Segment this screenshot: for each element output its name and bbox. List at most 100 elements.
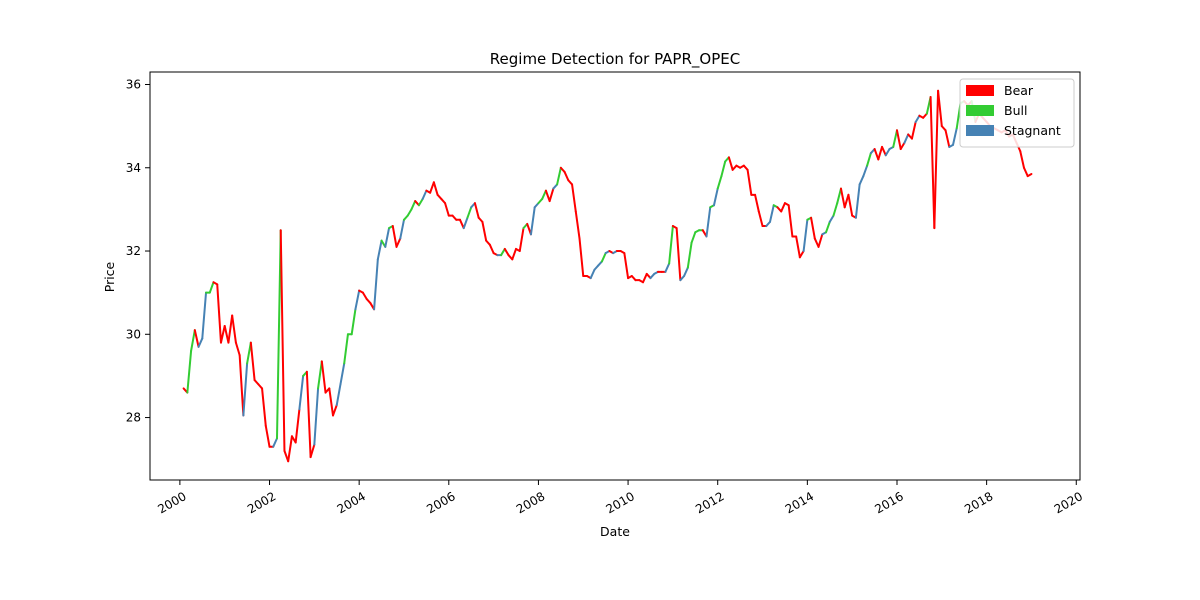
segment-bear xyxy=(881,145,887,157)
segment-bear xyxy=(332,404,338,417)
legend-swatch-stagnant xyxy=(966,125,994,136)
segment-stagnant xyxy=(884,148,891,157)
segment-stagnant xyxy=(421,189,428,200)
segment-bear xyxy=(548,187,555,203)
segment-bear xyxy=(727,156,734,171)
segment-bear xyxy=(847,193,854,217)
segment-stagnant xyxy=(705,206,712,238)
segment-bear xyxy=(320,360,327,394)
segment-bull xyxy=(556,166,562,186)
segment-bull xyxy=(668,225,674,265)
segment-bear xyxy=(578,237,585,277)
segment-bear xyxy=(216,283,222,344)
segment-stagnant xyxy=(376,239,383,261)
segment-stagnant xyxy=(914,114,921,123)
segment-stagnant xyxy=(952,127,958,146)
segment-stagnant xyxy=(313,387,320,446)
segment-bear xyxy=(395,237,402,248)
segment-bear xyxy=(746,168,753,196)
segment-bear xyxy=(261,387,267,427)
segment-bear xyxy=(544,189,551,203)
y-tick-label: 30 xyxy=(126,327,141,341)
segment-bear xyxy=(895,129,902,151)
segment-stagnant xyxy=(384,227,391,248)
segment-bear xyxy=(309,443,316,459)
segment-bear xyxy=(798,250,805,259)
segment-bull xyxy=(186,349,193,394)
segment-bear xyxy=(642,272,648,284)
segment-stagnant xyxy=(197,337,204,348)
segment-bear xyxy=(238,354,245,417)
segment-stagnant xyxy=(354,289,361,311)
segment-bull xyxy=(500,247,506,257)
segment-bull xyxy=(410,200,417,211)
segment-stagnant xyxy=(201,291,208,340)
segment-bear xyxy=(231,314,237,344)
segment-stagnant xyxy=(802,218,809,253)
segment-bear xyxy=(444,202,450,217)
segment-stagnant xyxy=(373,258,379,311)
y-tick-label: 36 xyxy=(126,77,141,91)
segment-stagnant xyxy=(903,133,910,144)
y-tick-label: 28 xyxy=(126,411,141,425)
segment-bull xyxy=(720,160,727,178)
segment-bear xyxy=(234,341,241,357)
segment-bear xyxy=(459,218,465,230)
segment-stagnant xyxy=(862,164,869,178)
segment-bull xyxy=(716,175,723,190)
segment-bear xyxy=(787,204,794,238)
segment-bull xyxy=(541,189,547,200)
segment-bear xyxy=(473,202,480,219)
segment-bear xyxy=(488,243,495,255)
segment-stagnant xyxy=(335,383,342,407)
segment-bear xyxy=(249,341,256,382)
segment-bull xyxy=(406,208,413,217)
segment-stagnant xyxy=(462,216,469,230)
price-series xyxy=(182,89,1033,463)
segment-bear xyxy=(899,141,906,151)
segment-bear xyxy=(361,291,368,300)
segment-bear xyxy=(1026,173,1033,178)
segment-bear xyxy=(944,129,951,148)
legend-swatch-bull xyxy=(966,105,994,116)
segment-stagnant xyxy=(529,206,536,236)
segment-bull xyxy=(892,129,898,148)
x-axis-label: Date xyxy=(600,524,630,539)
y-axis-label: Price xyxy=(102,261,117,292)
y-axis-ticks: 28 30 32 34 36 xyxy=(126,77,150,425)
segment-stagnant xyxy=(298,374,305,411)
segment-bear xyxy=(287,435,293,463)
segment-bear xyxy=(574,210,581,240)
segment-bull xyxy=(417,197,424,207)
legend-label-bear: Bear xyxy=(1004,83,1034,98)
legend-swatch-bear xyxy=(966,85,994,96)
segment-bear xyxy=(675,227,682,282)
y-tick-label: 34 xyxy=(126,161,141,175)
legend-label-stagnant: Stagnant xyxy=(1004,123,1061,138)
segment-bull xyxy=(275,229,282,440)
segment-bear xyxy=(429,181,435,194)
segment-bear xyxy=(193,329,200,348)
segment-bear xyxy=(780,202,786,213)
segment-stagnant xyxy=(242,362,249,417)
segment-bear xyxy=(503,247,510,257)
segment-bull xyxy=(832,202,839,217)
segment-bull xyxy=(825,220,831,234)
segment-bear xyxy=(623,252,630,280)
segment-stagnant xyxy=(769,204,775,223)
segment-stagnant xyxy=(828,214,835,223)
segment-bear xyxy=(432,181,439,196)
segment-bear xyxy=(1022,166,1029,178)
segment-bull xyxy=(866,152,872,167)
segment-bear xyxy=(929,95,936,230)
chart-title: Regime Detection for PAPR_OPEC xyxy=(490,50,740,69)
segment-bear xyxy=(933,89,940,230)
segment-bear xyxy=(511,247,518,261)
segment-bull xyxy=(317,360,323,390)
segment-stagnant xyxy=(272,437,278,448)
segment-bull xyxy=(343,333,349,365)
legend: Bear Bull Stagnant xyxy=(959,78,1075,148)
segment-bear xyxy=(219,324,226,344)
segment-stagnant xyxy=(399,218,405,240)
segment-bear xyxy=(873,148,880,161)
